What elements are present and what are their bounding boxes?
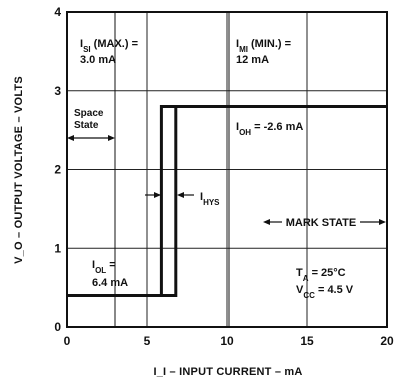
ta-annotation: TA = 25°C: [296, 267, 346, 283]
x-axis-label: I_I – INPUT CURRENT – mA: [153, 366, 302, 378]
y-tick-label: 3: [54, 84, 61, 98]
mark-state-label: MARK STATE: [286, 217, 356, 229]
tick-labels: 0 5 10 15 20 0 1 2 3 4: [54, 5, 394, 348]
x-tick-label: 5: [144, 334, 151, 348]
plot-frame: [66, 11, 388, 328]
space-state-label-line1: Space: [74, 108, 104, 119]
x-tick-label: 0: [64, 334, 71, 348]
space-state-arrow: [67, 135, 115, 141]
x-tick-label: 15: [300, 334, 314, 348]
y-tick-label: 0: [54, 320, 61, 334]
reference-lines: [114, 12, 230, 327]
space-state-label-line2: State: [74, 120, 99, 131]
imi-annotation: IMI (MIN.) =: [236, 38, 291, 54]
imi-value: 12 mA: [236, 54, 269, 66]
ihys-annotation: IHYS: [200, 191, 220, 207]
y-tick-label: 1: [54, 241, 61, 255]
iol-value: 6.4 mA: [92, 277, 128, 289]
isi-value: 3.0 mA: [80, 54, 116, 66]
grid: [67, 12, 387, 327]
ioh-annotation: IOH = -2.6 mA: [236, 121, 303, 137]
x-tick-label: 20: [380, 334, 394, 348]
isi-annotation: ISI (MAX.) =: [80, 38, 138, 54]
mark-state-arrow: [263, 219, 386, 225]
x-tick-label: 10: [220, 334, 234, 348]
series: [67, 105, 387, 297]
iol-annotation: IOL =: [92, 259, 116, 275]
vcc-annotation: VCC = 4.5 V: [296, 284, 354, 300]
y-axis-label: V_O – OUTPUT VOLTAGE – VOLTS: [13, 76, 25, 264]
y-tick-label: 2: [54, 163, 61, 177]
hysteresis-arrows: [145, 192, 194, 198]
decreasing-current-curve: [67, 105, 387, 297]
y-tick-label: 4: [54, 5, 61, 19]
